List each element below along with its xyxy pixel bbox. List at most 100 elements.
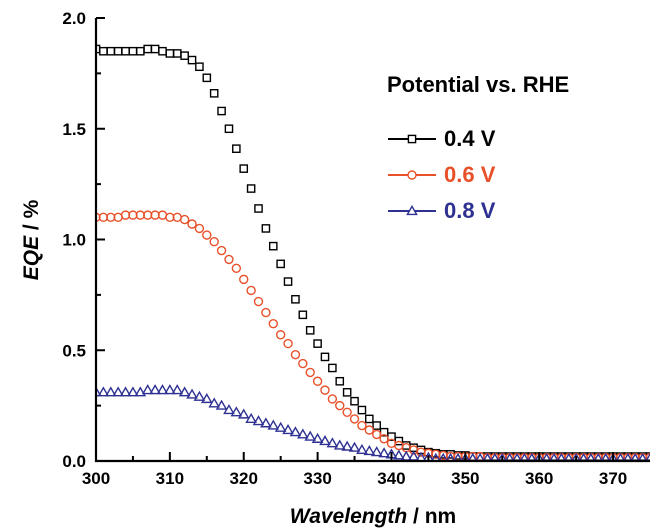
- data-point: [134, 386, 147, 397]
- data-point: [556, 452, 567, 461]
- data-point: [357, 405, 367, 415]
- data-point: [370, 446, 383, 457]
- y-tick-label: 1.5: [62, 120, 86, 139]
- legend-label: 0.6 V: [444, 162, 496, 187]
- data-point: [202, 73, 212, 83]
- x-axis-title-main: Wavelength: [290, 505, 407, 528]
- legend-marker: [407, 134, 417, 144]
- data-point: [379, 434, 389, 444]
- data-point: [512, 452, 522, 461]
- series-circle: [96, 210, 650, 461]
- data-point: [274, 421, 287, 432]
- data-point: [119, 386, 132, 397]
- data-point: [341, 440, 353, 451]
- data-point: [165, 49, 175, 58]
- data-point: [156, 384, 169, 395]
- data-point: [615, 452, 626, 461]
- data-point: [224, 254, 234, 265]
- data-point: [630, 452, 640, 461]
- data-point: [348, 441, 361, 452]
- x-tick-label: 350: [451, 469, 479, 488]
- x-tick-label: 330: [303, 469, 331, 488]
- legend: Potential vs. RHE 0.4 V 0.6 V 0.8 V: [387, 72, 569, 223]
- data-point: [209, 89, 219, 98]
- data-point: [275, 330, 286, 340]
- data-point: [482, 452, 493, 461]
- data-point: [283, 338, 293, 349]
- x-axis-title-unit: / nm: [407, 505, 456, 528]
- data-point: [534, 452, 544, 461]
- data-point: [261, 307, 271, 318]
- data-point: [121, 46, 130, 56]
- data-point: [127, 386, 139, 397]
- data-point: [564, 452, 574, 461]
- x-tick-label: 340: [377, 469, 405, 488]
- data-point: [195, 62, 204, 72]
- data-point: [128, 46, 138, 56]
- data-point: [350, 396, 359, 406]
- data-point: [290, 349, 301, 360]
- data-point: [519, 452, 530, 461]
- legend-entry: 0.8 V: [388, 198, 496, 223]
- data-point: [320, 385, 330, 395]
- data-point: [237, 408, 250, 419]
- x-tick-label: 310: [156, 469, 184, 488]
- data-point: [356, 443, 368, 455]
- data-point: [363, 445, 376, 456]
- data-point: [224, 124, 234, 134]
- data-point: [194, 223, 205, 234]
- series-layer: [96, 44, 650, 461]
- data-point: [239, 274, 249, 285]
- data-point: [113, 46, 123, 56]
- data-point: [586, 452, 596, 461]
- data-point: [623, 452, 633, 461]
- data-point: [215, 399, 228, 410]
- data-point: [246, 184, 256, 193]
- legend-entry: 0.4 V: [388, 126, 496, 151]
- data-point: [254, 204, 263, 213]
- data-point: [141, 384, 154, 395]
- data-point: [319, 435, 331, 446]
- legend-title: Potential vs. RHE: [387, 72, 569, 97]
- data-point: [364, 425, 375, 435]
- data-point: [541, 452, 552, 461]
- data-point: [208, 397, 220, 408]
- data-point: [335, 376, 345, 386]
- data-point: [136, 46, 145, 56]
- data-point: [172, 49, 182, 58]
- legend-marker: [407, 170, 417, 180]
- data-point: [267, 419, 280, 430]
- data-point: [268, 318, 278, 329]
- data-point: [342, 388, 352, 397]
- data-point: [104, 386, 117, 397]
- data-point: [261, 224, 271, 233]
- data-point: [252, 415, 265, 426]
- data-point: [378, 447, 390, 458]
- data-point: [637, 452, 648, 461]
- data-point: [193, 390, 206, 401]
- data-point: [97, 386, 110, 397]
- data-point: [423, 451, 434, 461]
- data-point: [571, 452, 581, 461]
- legend-label: 0.8 V: [444, 198, 496, 223]
- data-point: [372, 421, 381, 430]
- data-point: [497, 452, 507, 461]
- data-point: [232, 144, 241, 153]
- y-axis-title-unit: / %: [20, 199, 43, 236]
- data-point: [289, 426, 302, 437]
- data-point: [475, 452, 485, 461]
- data-point: [298, 358, 308, 369]
- x-axis-title: Wavelength / nm: [290, 505, 456, 528]
- data-point: [178, 386, 191, 397]
- data-point: [490, 452, 500, 461]
- data-point: [209, 237, 219, 247]
- data-point: [467, 452, 478, 461]
- data-point: [371, 429, 382, 440]
- data-point: [202, 230, 212, 240]
- data-point: [180, 51, 189, 60]
- y-tick-label: 0.0: [62, 452, 86, 471]
- data-point: [320, 352, 330, 362]
- data-point: [645, 452, 650, 461]
- tick-labels: 300 310 320 330 340 350 360 370 0.0 0.5 1.0 1.5 2.0: [62, 9, 627, 488]
